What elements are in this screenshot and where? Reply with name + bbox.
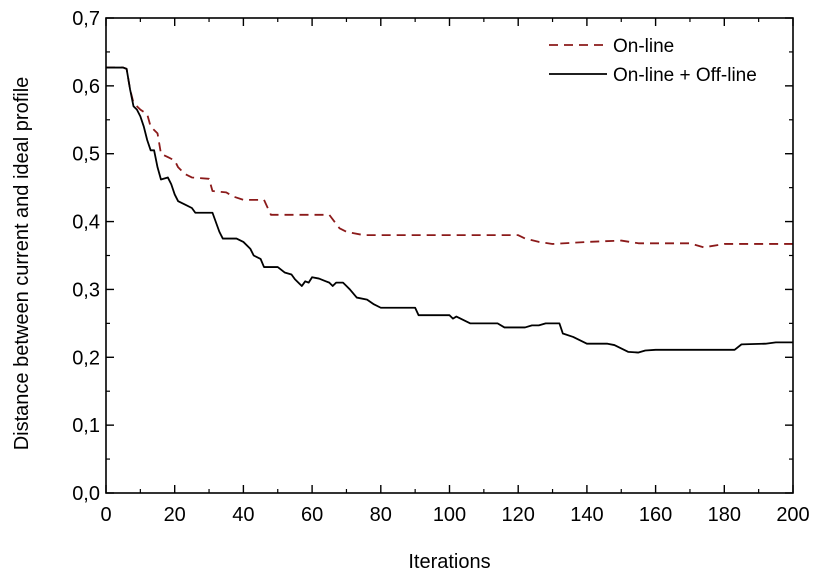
- y-axis-ticks: 0,0 0,1 0,2 0,3 0,4 0,5 0,6 0,7: [72, 8, 793, 505]
- legend-label-on-line-off-line: On-line + Off-line: [613, 65, 757, 86]
- x-tick-label: 180: [708, 504, 741, 526]
- series-line-on-line-off-line: [106, 66, 793, 354]
- y-tick-label: 0,4: [72, 212, 100, 234]
- x-tick-label: 20: [164, 504, 186, 526]
- x-tick-label: 200: [776, 504, 809, 526]
- legend: On-line On-line + Off-line: [549, 36, 757, 86]
- y-tick-label: 0,3: [72, 279, 100, 301]
- plot-frame: [105, 17, 794, 494]
- y-tick-label: 0,7: [72, 8, 100, 30]
- series-layer: [106, 66, 793, 354]
- x-tick-label: 80: [370, 504, 392, 526]
- y-tick-label: 0,2: [72, 347, 100, 369]
- x-tick-label: 140: [570, 504, 603, 526]
- x-axis-ticks: 0 20 40 60 80 100 120 140 160 180 200: [100, 18, 810, 526]
- x-tick-label: 60: [301, 504, 323, 526]
- y-tick-label: 0,6: [72, 76, 100, 98]
- x-tick-label: 100: [433, 504, 466, 526]
- series-line-on-line: [106, 66, 793, 249]
- x-tick-label: 40: [232, 504, 254, 526]
- y-tick-label: 0,5: [72, 144, 100, 166]
- legend-entry-on-line: On-line: [549, 36, 674, 57]
- x-tick-label: 120: [502, 504, 535, 526]
- x-tick-label: 160: [639, 504, 672, 526]
- y-axis-title: Distance between current and ideal profi…: [11, 77, 33, 451]
- legend-entry-on-line-off-line: On-line + Off-line: [549, 65, 757, 86]
- legend-label-on-line: On-line: [613, 36, 674, 57]
- y-tick-label: 0,0: [72, 483, 100, 505]
- x-axis-title: Iterations: [408, 551, 490, 573]
- x-tick-label: 0: [100, 504, 111, 526]
- y-tick-label: 0,1: [72, 415, 100, 437]
